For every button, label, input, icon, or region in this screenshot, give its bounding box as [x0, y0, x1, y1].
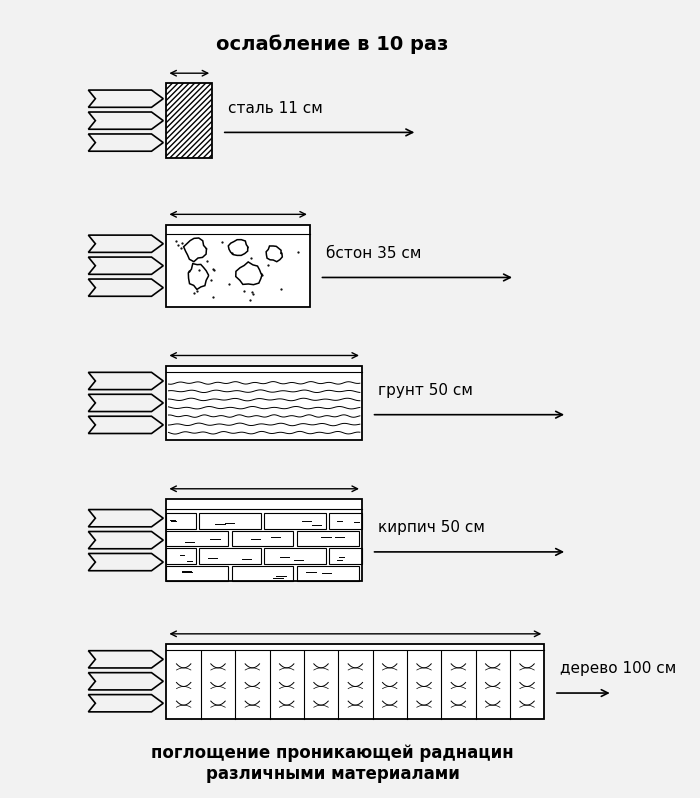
Bar — [167, 566, 228, 581]
Bar — [167, 513, 196, 529]
Text: грунт 50 см: грунт 50 см — [378, 383, 473, 398]
Bar — [329, 548, 362, 564]
Text: бстон 35 см: бстон 35 см — [326, 246, 421, 261]
Bar — [297, 566, 358, 581]
Bar — [232, 531, 293, 547]
Bar — [199, 513, 261, 529]
Bar — [167, 499, 362, 581]
Bar — [297, 531, 358, 547]
Bar — [167, 531, 228, 547]
Text: кирпич 50 см: кирпич 50 см — [378, 520, 485, 535]
Bar — [167, 548, 196, 564]
Text: сталь 11 см: сталь 11 см — [228, 101, 323, 116]
Text: поглощение проникающей раднацин: поглощение проникающей раднацин — [151, 745, 514, 762]
Bar — [264, 513, 326, 529]
Bar — [167, 644, 544, 718]
Text: ослабление в 10 раз: ослабление в 10 раз — [216, 34, 449, 53]
Text: дерево 100 см: дерево 100 см — [561, 662, 677, 676]
Bar — [264, 548, 326, 564]
Bar — [167, 224, 310, 307]
Bar — [199, 548, 261, 564]
Bar — [167, 84, 212, 158]
Bar — [232, 566, 293, 581]
Bar — [167, 365, 362, 440]
Text: различными материалами: различными материалами — [206, 764, 459, 783]
Bar — [167, 84, 212, 158]
Bar — [329, 513, 362, 529]
